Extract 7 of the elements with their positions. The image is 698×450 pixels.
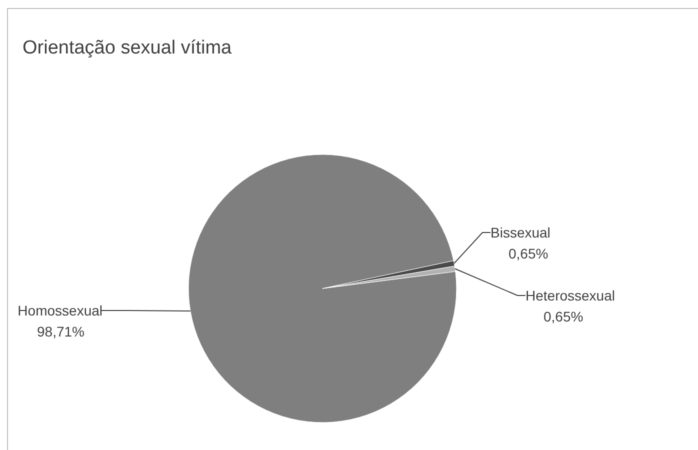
data-label: 98,71% bbox=[37, 324, 84, 340]
slice-label: Homossexual bbox=[18, 302, 103, 318]
data-label: 0,65% bbox=[508, 246, 548, 262]
slice-label: Heterossexual bbox=[526, 288, 615, 304]
data-label: 0,65% bbox=[544, 308, 584, 324]
chart-title: Orientação sexual vítima bbox=[22, 38, 232, 58]
slice-label: Bissexual bbox=[490, 224, 550, 240]
